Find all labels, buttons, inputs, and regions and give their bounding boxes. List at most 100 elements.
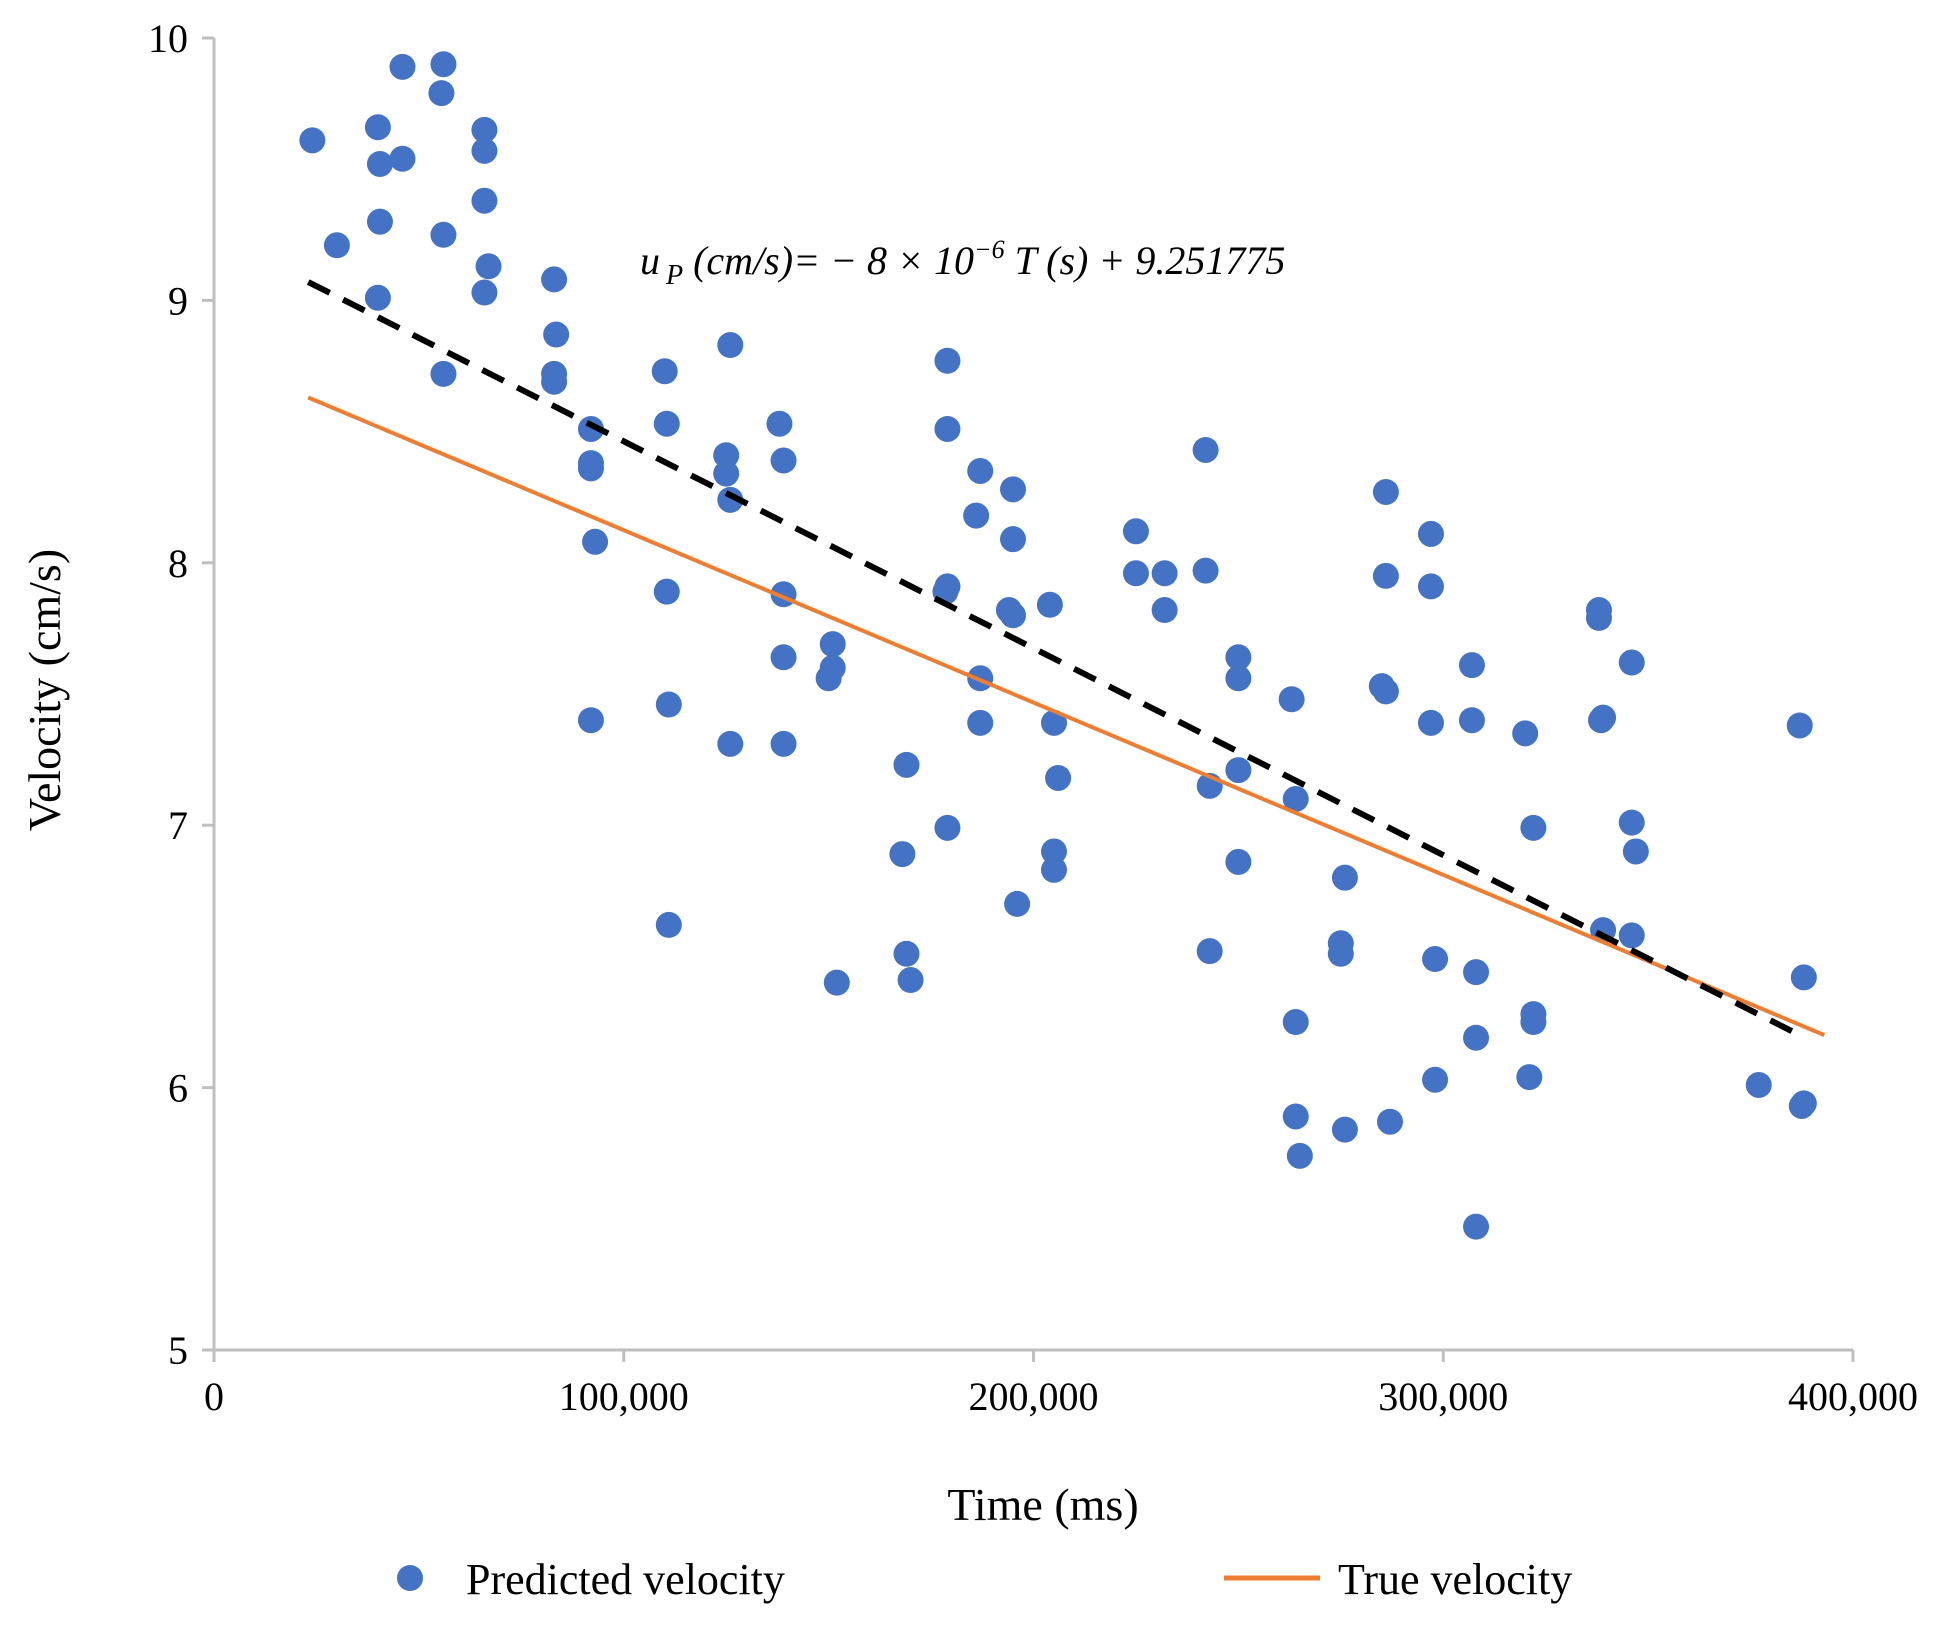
data-point (1192, 557, 1219, 584)
data-point (897, 967, 924, 994)
data-point (934, 347, 961, 374)
data-point (1282, 785, 1309, 812)
data-point (655, 691, 682, 718)
data-point (366, 150, 393, 177)
data-point (577, 415, 604, 442)
data-point (766, 410, 793, 437)
data-point (366, 208, 393, 235)
data-point (1463, 1024, 1490, 1051)
data-point (1000, 476, 1027, 503)
data-point (1045, 764, 1072, 791)
data-point (1417, 520, 1444, 547)
data-point (1790, 964, 1817, 991)
data-point (770, 644, 797, 671)
data-point (577, 455, 604, 482)
data-point (1225, 665, 1252, 692)
data-point (1422, 946, 1449, 973)
y-tick-label: 7 (168, 803, 188, 848)
data-point (1512, 720, 1539, 747)
y-tick-label: 9 (168, 278, 188, 323)
data-point (389, 145, 416, 172)
data-point (1585, 604, 1612, 631)
data-point (430, 221, 457, 248)
data-point (1286, 1142, 1313, 1169)
data-point (299, 127, 326, 154)
equation-rhs: T (s) + 9.251775 (1005, 238, 1286, 283)
data-point (471, 187, 498, 214)
data-point (1225, 848, 1252, 875)
data-point (1372, 562, 1399, 589)
data-point (1520, 1009, 1547, 1035)
data-point (967, 709, 994, 736)
data-point (430, 360, 457, 387)
equation-exponent: −6 (974, 235, 1005, 264)
y-tick-label: 5 (168, 1328, 188, 1373)
data-point (717, 332, 744, 359)
equation-subscript: P (665, 260, 683, 291)
data-point (1463, 959, 1490, 986)
data-point (1040, 856, 1067, 883)
data-point (713, 442, 740, 469)
data-point (815, 665, 842, 692)
data-point (934, 415, 961, 442)
predicted-trendline (306, 279, 1802, 1038)
data-point (1618, 809, 1645, 836)
data-point (1422, 1066, 1449, 1093)
data-point (582, 528, 609, 555)
data-point (1516, 1064, 1543, 1091)
y-tick-label: 6 (168, 1066, 188, 1111)
data-point (1225, 757, 1252, 784)
data-point (1040, 838, 1067, 865)
predicted-velocity-points (299, 51, 1817, 1240)
x-tick-label: 200,000 (969, 1374, 1099, 1419)
data-point (651, 358, 678, 385)
x-tick-label: 100,000 (559, 1374, 689, 1419)
data-point (471, 116, 498, 143)
x-tick-label: 400,000 (1788, 1374, 1918, 1419)
data-point (364, 284, 391, 311)
x-axis-title: Time (ms) (947, 1479, 1138, 1530)
data-point (1327, 940, 1354, 967)
y-tick-label: 10 (148, 16, 188, 61)
data-point (1520, 814, 1547, 841)
data-point (1417, 573, 1444, 600)
data-point (713, 460, 740, 487)
equation-u: u (640, 238, 660, 283)
y-axis-title: Velocity (cm/s) (19, 549, 70, 831)
data-point (430, 51, 457, 78)
data-point (471, 279, 498, 306)
data-point (934, 814, 961, 841)
data-point (1463, 1213, 1490, 1240)
data-point (1618, 649, 1645, 676)
data-point (364, 114, 391, 141)
data-point (1788, 1092, 1815, 1119)
data-point (1196, 938, 1223, 965)
data-point (1786, 712, 1813, 739)
data-point (1372, 678, 1399, 705)
data-point (1282, 1009, 1309, 1035)
x-tick-label: 0 (204, 1374, 224, 1419)
data-point (1331, 864, 1358, 891)
data-point (1745, 1071, 1772, 1098)
data-point (653, 578, 680, 605)
legend: Predicted velocity True velocity (397, 1555, 1572, 1604)
data-point (1622, 838, 1649, 865)
data-point (823, 969, 850, 996)
data-point (1331, 1116, 1358, 1143)
x-tick-label: 300,000 (1378, 1374, 1508, 1419)
data-point (1192, 436, 1219, 463)
data-point (1151, 597, 1178, 624)
data-point (1458, 652, 1485, 679)
data-point (577, 707, 604, 734)
data-point (543, 321, 570, 348)
data-point (1376, 1108, 1403, 1135)
data-point (1122, 560, 1149, 587)
data-point (1000, 602, 1027, 629)
data-point (471, 137, 498, 164)
data-point (1372, 478, 1399, 505)
data-point (1040, 709, 1067, 736)
data-point (1458, 707, 1485, 734)
legend-predicted-marker (397, 1565, 423, 1591)
